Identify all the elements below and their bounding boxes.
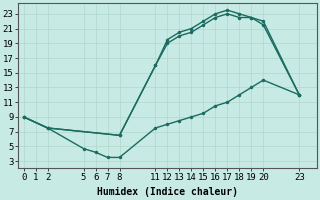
X-axis label: Humidex (Indice chaleur): Humidex (Indice chaleur) — [97, 187, 238, 197]
